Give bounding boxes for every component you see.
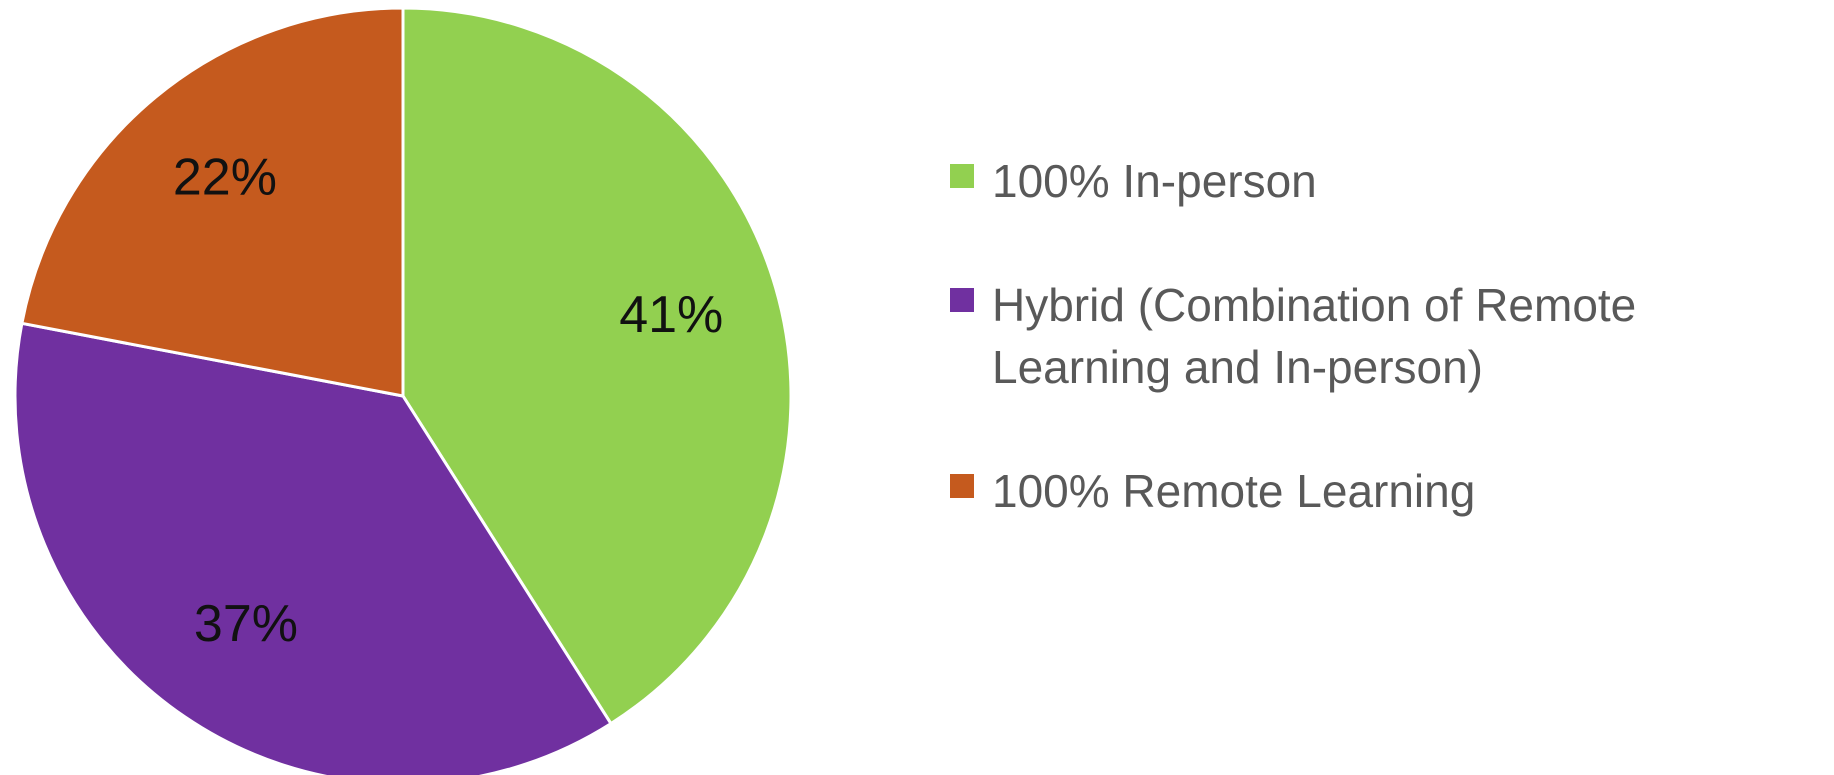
- legend-swatch: [950, 474, 974, 498]
- pie-slice: [401, 6, 793, 726]
- legend-item: 100% In-person: [950, 150, 1830, 212]
- legend-label: 100% In-person: [992, 155, 1317, 207]
- data-label: 22%: [173, 148, 277, 206]
- legend-swatch: [950, 288, 974, 312]
- legend-swatch: [950, 164, 974, 188]
- pie-slice: [20, 6, 405, 398]
- pie-area: 41% 37% 22%: [13, 6, 793, 775]
- data-label: 41%: [619, 286, 723, 344]
- legend-item: Hybrid (Combination of Remote Learning a…: [950, 274, 1830, 398]
- legend: 100% In-person Hybrid (Combination of Rem…: [950, 150, 1830, 584]
- legend-label: Hybrid (Combination of Remote Learning a…: [992, 279, 1637, 393]
- legend-label: 100% Remote Learning: [992, 465, 1476, 517]
- data-label: 37%: [194, 595, 298, 653]
- pie-slice: [13, 321, 613, 775]
- legend-item: 100% Remote Learning: [950, 460, 1830, 522]
